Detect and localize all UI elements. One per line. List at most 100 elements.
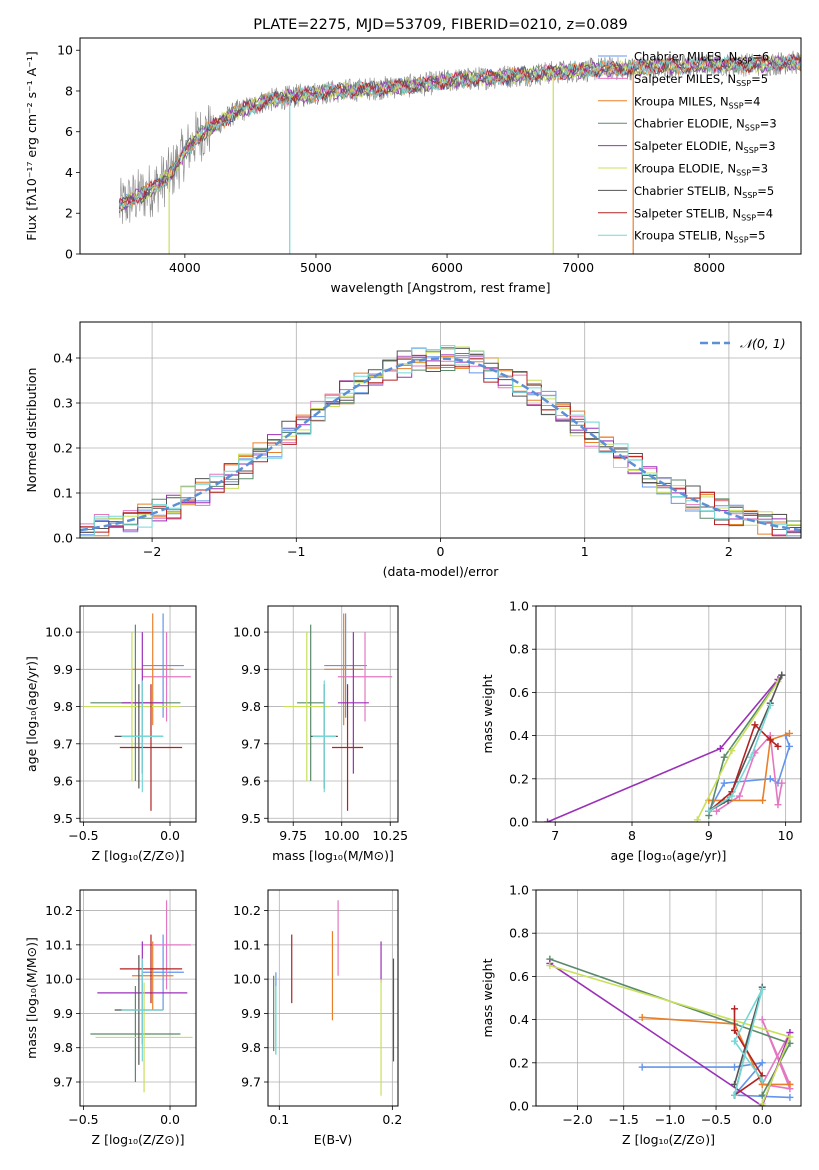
- mass-weight-marker: [758, 985, 766, 993]
- y-tick-label: 10.0: [45, 625, 73, 640]
- mass-weight-marker: [731, 1005, 739, 1013]
- legend-entry: Salpeter ELODIE, NSSP=3: [634, 139, 776, 155]
- legend-entry: Kroupa STELIB, NSSP=5: [634, 229, 765, 245]
- y-tick-label: 1.0: [509, 599, 529, 614]
- y-tick-label: 10.0: [233, 972, 261, 987]
- y-tick-label: 10.2: [45, 903, 73, 918]
- x-axis-label: E(B-V): [314, 1132, 353, 1147]
- panel-massweight-vs-Z: −2.0 −1.5 −1.0 −0.5 0.0 0.0 0.2 0.4 0.6 0.8 1.0 Z […: [480, 883, 802, 1147]
- x-tick-label: −1: [287, 544, 305, 559]
- mass-weight-marker: [705, 807, 713, 815]
- y-tick-label: 9.7: [241, 736, 261, 751]
- mass-weight-marker: [546, 962, 554, 970]
- x-axis-label: Z [log₁₀(Z/Z⊙)]: [92, 848, 185, 863]
- x-tick-label: −1.0: [655, 1112, 685, 1127]
- x-tick-label: 10.25: [372, 828, 408, 843]
- x-tick-label: 0.0: [752, 1112, 772, 1127]
- legend: Chabrier MILES, NSSP=6 Salpeter MILES, NS…: [598, 50, 777, 245]
- y-tick-label: 9.8: [53, 699, 73, 714]
- y-tick-label: 9.7: [53, 736, 73, 751]
- plot-area: [273, 900, 395, 1096]
- panel-age-vs-Z: −0.5 0.0 9.5 9.6 9.7 9.8 9.9 10.0 Z [log₁₀(Z/Z⊙)…: [24, 605, 197, 863]
- x-axis-label: (data-model)/error: [383, 564, 500, 579]
- x-axis-label: Z [log₁₀(Z/Z⊙)]: [622, 1132, 715, 1147]
- x-axis-label: mass [log₁₀(M/M⊙)]: [272, 848, 394, 863]
- chart-title: PLATE=2275, MJD=53709, FIBERID=0210, z=0…: [253, 17, 627, 33]
- y-tick-label: 0: [65, 247, 73, 262]
- mass-weight-marker: [758, 1100, 766, 1106]
- plot-area: [546, 955, 794, 1106]
- y-axis-label: mass weight: [480, 958, 495, 1037]
- mass-weight-marker: [786, 1093, 794, 1101]
- panel-spectrum: Chabrier MILES, NSSP=6 Salpeter MILES, NS…: [24, 17, 802, 295]
- x-tick-label: 8000: [693, 260, 725, 275]
- mass-weight-marker: [731, 1091, 739, 1099]
- model-spectrum-line: [119, 52, 801, 209]
- y-tick-label: 9.6: [241, 774, 261, 789]
- histogram-steps: [80, 345, 801, 538]
- mass-weight-marker: [728, 747, 736, 755]
- x-tick-label: −0.5: [68, 828, 98, 843]
- mass-weight-marker: [693, 816, 701, 822]
- y-tick-label: 4: [65, 165, 73, 180]
- y-tick-label: 1.0: [509, 883, 529, 898]
- mass-weight-marker: [713, 807, 721, 815]
- mass-weight-marker: [736, 792, 744, 800]
- plot-area: [544, 671, 793, 822]
- x-tick-label: −1.5: [609, 1112, 639, 1127]
- y-tick-label: 10.0: [233, 625, 261, 640]
- x-tick-label: −2.0: [562, 1112, 592, 1127]
- y-tick-label: 6: [65, 124, 73, 139]
- axes-frame: [267, 605, 399, 823]
- x-tick-label: 9: [705, 828, 713, 843]
- x-tick-label: 0: [437, 544, 445, 559]
- y-tick-label: 9.8: [53, 1040, 73, 1055]
- mass-weight-marker: [778, 779, 786, 787]
- panel-age-vs-mass: 9.75 10.00 10.25 9.5 9.6 9.7 9.8 9.9 10.0 mass [l…: [233, 605, 408, 863]
- x-axis-label: age [log₁₀(age/yr)]: [611, 848, 727, 863]
- y-tick-label: 0.1: [53, 486, 73, 501]
- mass-weight-marker: [766, 775, 774, 783]
- y-tick-label: 0.2: [509, 1055, 529, 1070]
- y-tick-label: 10.1: [45, 937, 73, 952]
- x-tick-label: 10: [778, 828, 794, 843]
- y-tick-label: 9.9: [53, 1006, 73, 1021]
- y-tick-label: 9.7: [53, 1075, 73, 1090]
- x-tick-label: 6000: [431, 260, 463, 275]
- y-tick-label: 9.5: [241, 811, 261, 826]
- mass-weight-marker: [731, 1063, 739, 1071]
- mass-weight-marker: [731, 1037, 739, 1045]
- legend-entry: Chabrier ELODIE, NSSP=3: [634, 117, 777, 133]
- y-tick-label: 0.0: [509, 1099, 529, 1114]
- mass-weight-marker: [766, 736, 774, 744]
- y-axis-label: mass weight: [480, 674, 495, 753]
- legend: 𝒩(0, 1): [700, 336, 786, 351]
- mass-weight-marker: [778, 671, 786, 679]
- y-tick-label: 9.5: [53, 811, 73, 826]
- axes-frame: [535, 889, 802, 1107]
- plot-area: [283, 613, 393, 811]
- mass-weight-marker: [766, 701, 774, 709]
- x-tick-label: −0.5: [701, 1112, 731, 1127]
- gaussian-curve: [80, 357, 801, 532]
- y-tick-label: 9.9: [241, 662, 261, 677]
- x-tick-label: 0.1: [269, 1112, 289, 1127]
- y-tick-label: 0.6: [509, 969, 529, 984]
- mass-weight-marker: [786, 1080, 794, 1088]
- y-tick-label: 0.3: [53, 396, 73, 411]
- x-tick-label: 4000: [169, 260, 201, 275]
- legend-entry: Salpeter MILES, NSSP=5: [634, 72, 768, 88]
- y-tick-label: 10.0: [45, 972, 73, 987]
- mass-weight-marker: [759, 796, 767, 804]
- mass-weight-marker: [638, 1013, 646, 1021]
- y-tick-label: 10.2: [233, 903, 261, 918]
- y-tick-label: 8: [65, 83, 73, 98]
- mass-weight-marker: [774, 801, 782, 809]
- panel-mass-vs-Z: −0.5 0.0 9.7 9.8 9.9 10.0 10.1 10.2 Z [log₁₀(Z/Z…: [24, 889, 197, 1147]
- mass-weight-marker: [544, 818, 552, 822]
- x-tick-label: 8: [628, 828, 636, 843]
- mass-weight-line: [708, 723, 779, 812]
- mass-weight-marker: [774, 742, 782, 750]
- y-tick-label: 0.8: [509, 926, 529, 941]
